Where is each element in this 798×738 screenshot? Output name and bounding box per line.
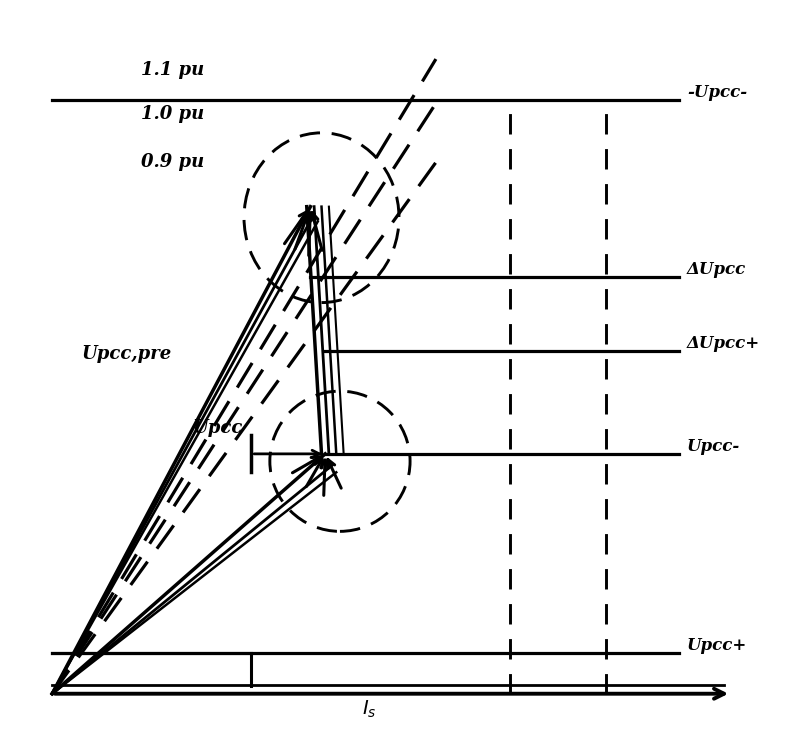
Text: 1.0 pu: 1.0 pu <box>140 106 204 123</box>
Text: Upcc-: Upcc- <box>687 438 740 455</box>
Text: Upcc+: Upcc+ <box>687 637 747 655</box>
Text: Upcc: Upcc <box>192 419 243 437</box>
Text: Upcc,pre: Upcc,pre <box>81 345 172 363</box>
Text: $I_s$: $I_s$ <box>362 698 377 720</box>
Text: 1.1 pu: 1.1 pu <box>140 61 204 79</box>
Text: 0.9 pu: 0.9 pu <box>140 154 204 171</box>
Text: ΔUpcc: ΔUpcc <box>687 261 746 278</box>
Text: -Upcc-: -Upcc- <box>687 83 747 101</box>
Text: ΔUpcc+: ΔUpcc+ <box>687 334 760 352</box>
